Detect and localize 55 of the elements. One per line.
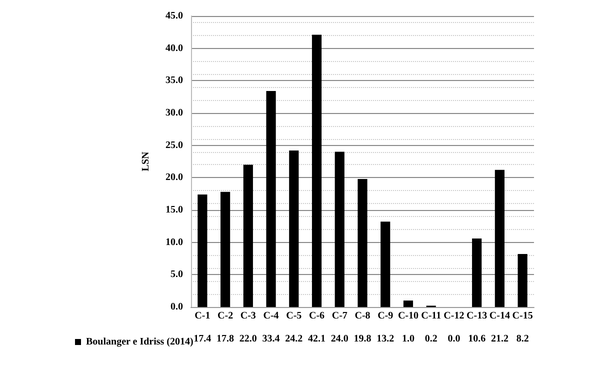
data-label: 10.6 (468, 334, 486, 344)
bar (472, 238, 482, 307)
x-tick-label: C-8 (354, 310, 370, 322)
bar (220, 192, 230, 307)
data-label: 22.0 (239, 334, 257, 344)
bar (312, 34, 322, 307)
x-tick-label: C-13 (466, 310, 488, 322)
bar (494, 170, 504, 307)
x-tick-label: C-1 (194, 310, 210, 322)
data-label: 21.2 (490, 334, 508, 344)
data-label: 1.0 (402, 334, 414, 344)
x-tick-label: C-7 (332, 310, 348, 322)
y-tick-label: 40.0 (166, 42, 183, 54)
data-label: 0.0 (448, 334, 460, 344)
y-tick-label: 5.0 (170, 269, 183, 280)
bar (289, 150, 299, 307)
data-label: 8.2 (516, 334, 529, 344)
bar (198, 194, 208, 307)
data-label: 24.0 (330, 334, 348, 344)
y-tick-label: 30.0 (166, 108, 183, 118)
x-tick-label: C-6 (308, 310, 325, 322)
bar (518, 254, 528, 307)
y-tick-label: 0.0 (170, 302, 183, 312)
data-label: 0.2 (424, 334, 438, 344)
bar (380, 222, 390, 307)
data-label: 42.1 (308, 334, 326, 344)
x-tick-label: C-5 (286, 310, 302, 322)
x-tick-label: C-11 (421, 310, 442, 322)
y-tick-label: 20.0 (166, 172, 183, 184)
bar (243, 164, 253, 307)
y-axis-title: LSN (140, 150, 152, 172)
bar (358, 178, 368, 307)
y-tick-label: 10.0 (166, 236, 183, 248)
data-label: 19.8 (354, 334, 372, 344)
x-tick-label: C-12 (444, 310, 464, 322)
x-tick-label: C-3 (240, 310, 256, 322)
y-tick-label: 35.0 (166, 75, 183, 86)
data-label: 13.2 (376, 334, 394, 344)
legend-label: Boulanger e Idriss (2014) (86, 336, 194, 348)
x-tick-label: C-4 (263, 310, 279, 322)
bar (334, 152, 344, 307)
x-tick-label: C-14 (489, 310, 510, 322)
x-tick-label: C-15 (512, 310, 533, 322)
data-label: 33.4 (262, 334, 280, 344)
data-label: 17.8 (216, 334, 234, 344)
y-tick-label: 15.0 (166, 204, 183, 216)
x-tick-label: C-9 (378, 310, 394, 322)
bar (266, 91, 276, 307)
data-label: 24.2 (285, 334, 303, 344)
bar (403, 300, 414, 307)
y-tick-label: 25.0 (166, 140, 183, 151)
x-tick-label: C-2 (218, 310, 234, 322)
data-label: 17.4 (194, 334, 212, 344)
y-tick-label: 45.0 (166, 10, 183, 22)
x-tick-label: C-10 (398, 310, 419, 322)
